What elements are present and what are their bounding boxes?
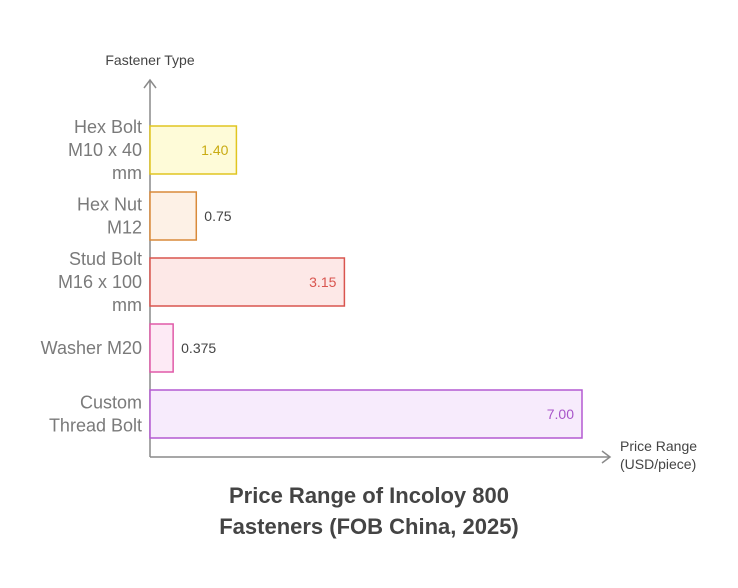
value-label: 0.375 — [181, 340, 216, 356]
value-label: 3.15 — [309, 274, 336, 290]
x-axis-title-line-2: (USD/piece) — [620, 456, 696, 472]
x-axis-arrow-icon — [601, 450, 612, 464]
bars — [149, 125, 583, 439]
category-label: Hex Nut M12 — [77, 195, 142, 238]
category-label-line: Hex Bolt — [74, 117, 142, 137]
category-label-line: M12 — [107, 218, 142, 238]
bar — [149, 323, 174, 373]
category-label-line: Thread Bolt — [49, 416, 142, 436]
y-axis-title: Fastener Type — [105, 52, 194, 68]
category-label: Hex Bolt M10 x 40 mm — [68, 117, 142, 183]
category-label: Washer M20 — [41, 338, 142, 358]
chart-title-line-2: Fasteners (FOB China, 2025) — [219, 514, 519, 539]
bar — [149, 257, 346, 307]
value-label: 0.75 — [204, 208, 231, 224]
value-label: 7.00 — [547, 406, 574, 422]
bar — [149, 125, 238, 175]
category-label: Stud Bolt M16 x 100 mm — [58, 249, 142, 315]
bar — [149, 191, 198, 241]
value-labels: 1.40 0.75 3.15 0.375 7.00 — [181, 142, 574, 422]
category-label-line: Stud Bolt — [69, 249, 142, 269]
chart-title: Price Range of Incoloy 800 Fasteners (FO… — [0, 480, 738, 542]
category-label-line: mm — [112, 163, 142, 183]
y-axis-arrow-icon — [143, 78, 157, 89]
x-axis-title-line-1: Price Range — [620, 438, 697, 454]
bar — [149, 389, 583, 439]
category-label: Custom Thread Bolt — [49, 393, 142, 436]
category-label-line: Hex Nut — [77, 195, 142, 215]
category-labels: Hex Bolt M10 x 40 mm Hex Nut M12 Stud Bolt M16… — [41, 117, 142, 436]
category-label-line: mm — [112, 295, 142, 315]
x-axis-title: Price Range (USD/piece) — [620, 438, 701, 472]
category-label-line: M16 x 100 — [58, 272, 142, 292]
axes: Fastener Type Price Range (USD/piece) — [105, 52, 701, 472]
category-label-line: M10 x 40 — [68, 140, 142, 160]
chart-title-line-1: Price Range of Incoloy 800 — [229, 483, 509, 508]
category-label-line: Washer M20 — [41, 338, 142, 358]
value-label: 1.40 — [201, 142, 228, 158]
category-label-line: Custom — [80, 393, 142, 413]
